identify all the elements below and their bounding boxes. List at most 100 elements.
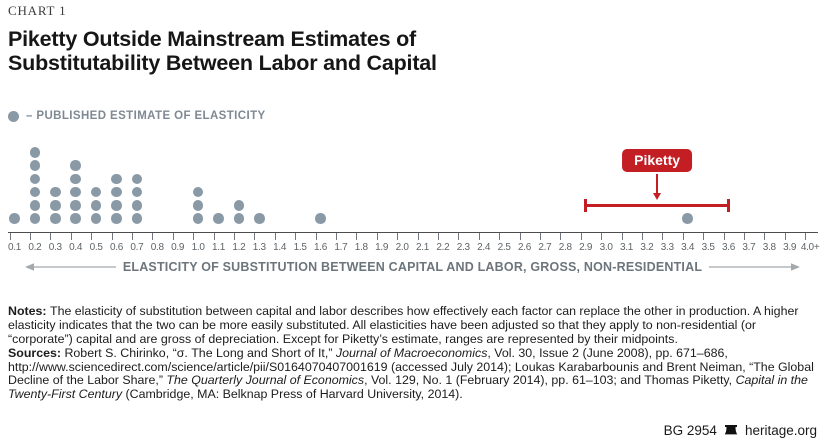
- axis-tick: [437, 233, 439, 240]
- axis-tick: [213, 233, 215, 240]
- axis-tick-label: 3.1: [619, 242, 633, 253]
- sources-paragraph: Sources: Robert S. Chirinko, “σ. The Lon…: [8, 345, 814, 402]
- piketty-range-cap-right: [727, 198, 730, 212]
- axis-tick-label: 3.7: [742, 242, 756, 253]
- axis-tick: [662, 233, 664, 240]
- axis-tick: [193, 233, 195, 240]
- axis-tick: [458, 233, 460, 240]
- estimate-dot: [131, 173, 143, 185]
- estimate-dot: [9, 213, 20, 224]
- heritage-bell-icon: [724, 424, 738, 434]
- axis-tick: [131, 233, 133, 240]
- axis-tick: [805, 233, 807, 240]
- estimate-dot: [111, 200, 122, 211]
- axis-tick: [91, 233, 93, 240]
- axis-tick-label: 4.0+: [800, 242, 820, 253]
- estimate-dot: [70, 186, 81, 198]
- estimate-dot: [90, 186, 102, 198]
- axis-tick-label: 2.2: [436, 242, 450, 253]
- axis-tick: [682, 233, 684, 240]
- right-arrow-icon: [709, 263, 801, 271]
- axis-tick-label: 0.8: [150, 242, 164, 253]
- axis-tick: [621, 233, 623, 240]
- axis-tick-label: 0.1: [7, 242, 21, 253]
- estimate-dot: [90, 213, 102, 224]
- axis-tick-label: 1.6: [313, 242, 327, 253]
- estimate-dot: [90, 200, 102, 211]
- axis-tick: [499, 233, 501, 240]
- axis-tick-label: 1.3: [252, 242, 266, 253]
- axis-tick: [723, 233, 725, 240]
- axis-tick-label: 0.7: [130, 242, 144, 253]
- axis-tick: [9, 233, 11, 240]
- axis-tick-label: 2.9: [579, 242, 593, 253]
- axis-tick-label: 1.9: [375, 242, 389, 253]
- estimate-dot: [131, 200, 143, 211]
- chart-title-line2: Substitutability Between Labor and Capit…: [8, 51, 437, 76]
- estimate-dot: [70, 173, 81, 185]
- axis-tick: [335, 233, 337, 240]
- site-link[interactable]: heritage.org: [744, 423, 817, 438]
- axis-tick: [172, 233, 174, 240]
- left-arrow-icon: [24, 263, 116, 271]
- estimate-dot: [192, 213, 204, 224]
- estimate-dot: [29, 213, 41, 224]
- axis-tick: [478, 233, 480, 240]
- axis-tick-label: 2.1: [415, 242, 429, 253]
- estimate-dot: [233, 213, 245, 224]
- axis-tick: [580, 233, 582, 240]
- estimate-dot: [70, 213, 81, 224]
- axis-tick: [560, 233, 562, 240]
- footer: BG 2954 heritage.org: [664, 423, 817, 438]
- axis-tick: [743, 233, 745, 240]
- axis-tick-label: 2.8: [558, 242, 572, 253]
- axis-tick: [539, 233, 541, 240]
- axis-tick: [703, 233, 705, 240]
- axis-tick-label: 2.6: [517, 242, 531, 253]
- axis-tick-label: 0.2: [28, 242, 42, 253]
- axis-tick-label: 1.7: [334, 242, 348, 253]
- axis-tick-label: 0.6: [109, 242, 123, 253]
- chart-kicker: CHART 1: [8, 3, 67, 18]
- piketty-range-cap-left: [584, 198, 588, 212]
- estimate-dot: [29, 173, 41, 185]
- axis-tick: [601, 233, 603, 240]
- axis-tick-label: 1.5: [293, 242, 307, 253]
- axis-tick-label: 0.5: [89, 242, 103, 253]
- axis-tick-label: 2.0: [395, 242, 409, 253]
- estimate-dot: [50, 200, 61, 211]
- piketty-arrow-stem: [655, 174, 659, 193]
- estimate-dot: [50, 186, 61, 198]
- chart-title-line1: Piketty Outside Mainstream Estimates of: [8, 27, 416, 51]
- legend: – PUBLISHED ESTIMATE OF ELASTICITY: [8, 110, 266, 122]
- estimate-dot: [29, 160, 41, 171]
- estimate-dot: [192, 186, 204, 198]
- axis-tick: [254, 233, 256, 240]
- axis-tick-label: 3.4: [681, 242, 695, 253]
- estimate-dot-icon: [8, 110, 19, 122]
- axis-tick-label: 3.0: [599, 242, 613, 253]
- estimate-dot: [254, 213, 265, 224]
- axis-tick-label: 3.6: [721, 242, 735, 253]
- estimate-dot: [213, 213, 224, 224]
- notes-paragraph: Notes: The elasticity of substitution be…: [8, 304, 799, 346]
- axis-tick: [519, 233, 521, 240]
- estimate-dot: [192, 200, 204, 211]
- axis-tick-label: 2.5: [497, 242, 511, 253]
- axis-tick: [152, 233, 154, 240]
- x-axis-caption: ELASTICITY OF SUBSTITUTION BETWEEN CAPIT…: [0, 260, 825, 274]
- axis-tick-label: 0.3: [48, 242, 62, 253]
- axis-tick-label: 1.8: [354, 242, 368, 253]
- axis-tick-label: 1.2: [232, 242, 246, 253]
- axis-tick: [397, 233, 399, 240]
- estimate-dot: [111, 173, 122, 185]
- doc-id: BG 2954: [663, 423, 717, 438]
- estimate-dot: [131, 186, 143, 198]
- estimate-dot: [233, 200, 245, 211]
- axis-tick-label: 1.4: [273, 242, 287, 253]
- axis-tick-label: 2.4: [477, 242, 491, 253]
- axis-tick-label: 3.8: [762, 242, 776, 253]
- axis-tick-label: 1.0: [191, 242, 205, 253]
- axis-tick: [315, 233, 317, 240]
- axis-tick: [111, 233, 113, 240]
